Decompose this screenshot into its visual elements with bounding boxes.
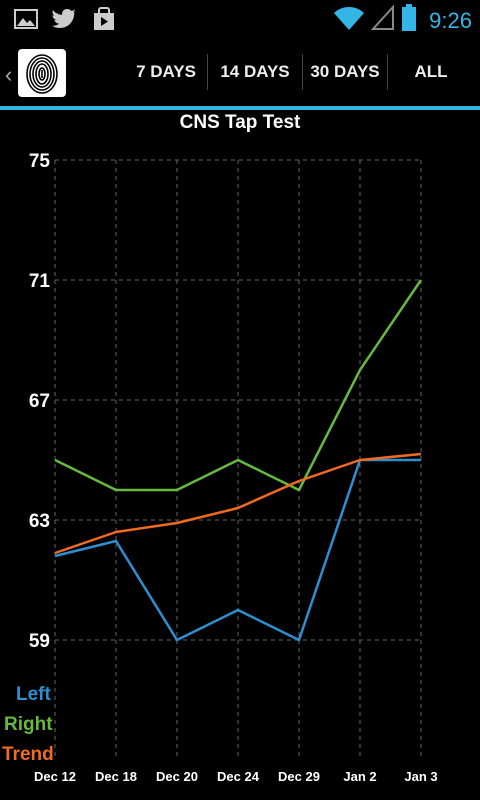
x-tick-label: Jan 3 xyxy=(404,769,437,784)
x-tick-label: Jan 2 xyxy=(343,769,376,784)
y-tick-label: 63 xyxy=(29,511,50,532)
tab-30-days[interactable]: 30 DAYS xyxy=(310,62,380,81)
play-store-icon xyxy=(92,7,116,31)
x-tick-label: Dec 29 xyxy=(278,769,320,784)
tab-7-days[interactable]: 7 DAYS xyxy=(136,62,196,81)
series-line-right xyxy=(54,279,423,492)
twitter-icon xyxy=(52,8,78,30)
action-bar xyxy=(0,38,480,106)
x-tick-label: Dec 20 xyxy=(156,769,198,784)
action-bar-divider xyxy=(0,106,480,110)
status-bar: 9:26 xyxy=(0,0,480,38)
tab-14-days[interactable]: 14 DAYS xyxy=(220,62,290,81)
fingerprint-icon[interactable] xyxy=(18,49,66,97)
x-tick-label: Dec 12 xyxy=(34,769,76,784)
gallery-icon xyxy=(14,8,38,30)
signal-icon xyxy=(370,4,395,36)
tab-divider xyxy=(387,54,388,90)
x-tick-label: Dec 18 xyxy=(95,769,137,784)
chart-title: CNS Tap Test xyxy=(179,112,301,133)
legend-left: Left xyxy=(16,684,52,705)
y-tick-label: 71 xyxy=(29,271,51,292)
up-caret-icon[interactable]: ‹ xyxy=(5,62,13,87)
legend-trend: Trend xyxy=(2,744,54,765)
legend-right: Right xyxy=(4,714,53,735)
status-time: 9:26 xyxy=(429,7,472,33)
tab-all[interactable]: ALL xyxy=(414,62,448,81)
x-tick-label: Dec 24 xyxy=(217,769,260,784)
tab-divider xyxy=(207,54,208,90)
y-tick-label: 67 xyxy=(29,391,50,412)
tab-divider xyxy=(302,54,303,90)
series-line-trend xyxy=(54,452,422,555)
battery-icon xyxy=(401,4,417,37)
y-tick-label: 59 xyxy=(29,631,50,652)
range-tabs: 7 DAYS 14 DAYS 30 DAYS ALL xyxy=(125,38,480,106)
y-tick-label: 75 xyxy=(29,151,51,172)
wifi-icon xyxy=(333,5,365,36)
